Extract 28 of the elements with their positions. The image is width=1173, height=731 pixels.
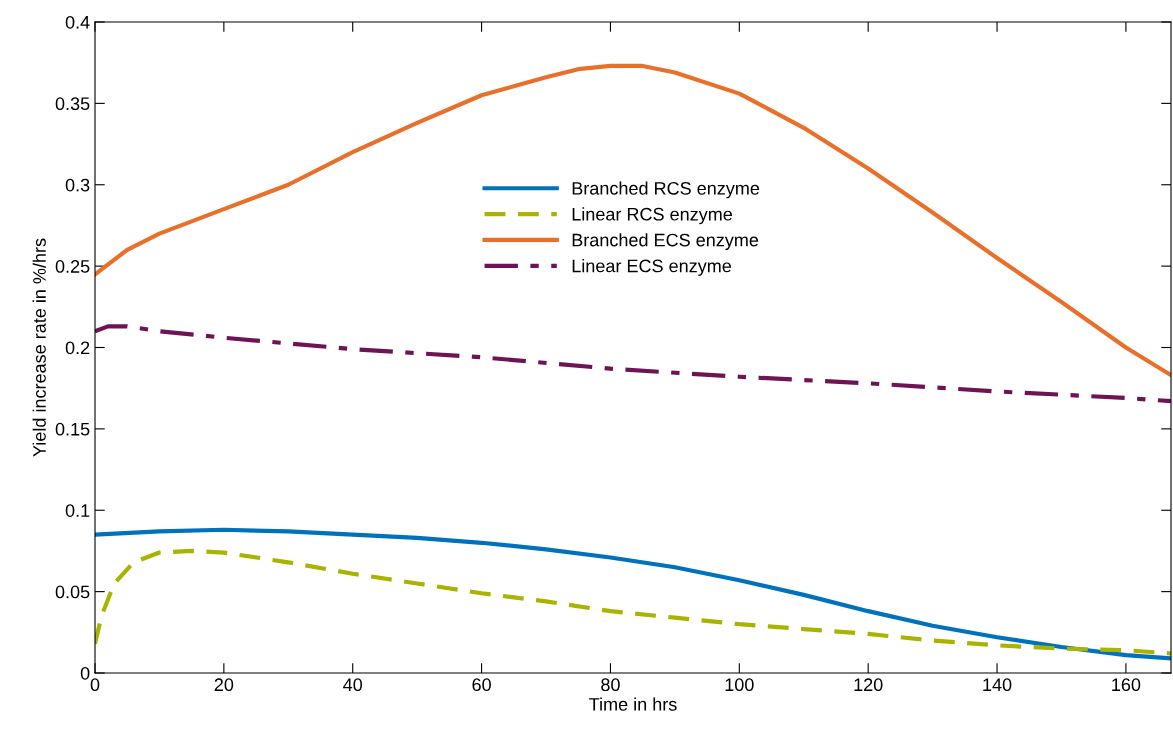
x-tick-label: 120 — [854, 678, 883, 692]
x-tick-label: 160 — [1112, 678, 1141, 692]
y-axis-title: Yield increase rate in %/hrs — [32, 238, 46, 457]
y-tick-label: 0.4 — [65, 15, 90, 29]
legend-label: Branched ECS enzyme — [572, 233, 759, 251]
y-tick-label: 0.15 — [55, 422, 90, 436]
x-tick-label: 20 — [214, 678, 234, 692]
x-tick-label: 40 — [343, 678, 363, 692]
y-tick-label: 0.1 — [65, 504, 90, 517]
y-tick-label: 0.3 — [65, 178, 90, 192]
line-series — [95, 63, 1171, 378]
x-tick-label: 100 — [725, 678, 754, 692]
y-tick-label: 0.35 — [55, 97, 90, 111]
x-tick-label: 140 — [983, 678, 1012, 692]
y-tick-label: 0.2 — [65, 341, 90, 355]
y-tick-label: 0.05 — [55, 585, 90, 599]
legend-label: Branched RCS enzyme — [572, 181, 760, 199]
x-tick-label: 60 — [472, 678, 491, 692]
legend-label: Linear ECS enzyme — [572, 259, 732, 276]
y-tick-label: 0.25 — [55, 260, 90, 273]
x-tick-label: 0 — [90, 678, 100, 692]
legend-label: Linear RCS enzyme — [572, 207, 733, 225]
line-series — [95, 548, 1171, 656]
y-tick-label: 0 — [80, 666, 90, 680]
line-series — [95, 324, 1171, 404]
x-axis-title: Time in hrs — [589, 697, 677, 711]
x-tick-label: 80 — [601, 678, 620, 692]
line-series — [95, 527, 1171, 661]
